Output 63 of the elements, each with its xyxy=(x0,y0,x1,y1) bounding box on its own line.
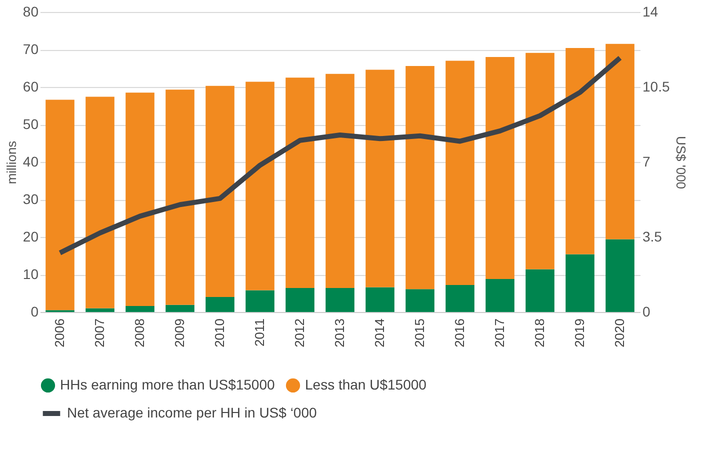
bar xyxy=(566,254,594,312)
y-tick-label: 80 xyxy=(22,4,39,20)
bar xyxy=(366,287,394,312)
legend-label: Net average income per HH in US$ ‘000 xyxy=(67,404,318,420)
bar xyxy=(126,306,154,312)
bar xyxy=(126,92,154,306)
bar xyxy=(446,285,474,312)
bar xyxy=(246,82,274,290)
x-tick-label: 2017 xyxy=(492,318,507,348)
y-tick-label: 50 xyxy=(22,116,39,132)
y2-tick-label: 0 xyxy=(642,304,650,320)
bar xyxy=(86,308,114,312)
bar xyxy=(566,48,594,254)
x-tick-label: 2013 xyxy=(332,318,347,348)
y2-axis-title: US$ '000 xyxy=(674,136,689,190)
bar xyxy=(326,288,354,312)
y-tick-label: 0 xyxy=(30,304,39,320)
bar xyxy=(406,66,434,290)
bar xyxy=(206,297,234,312)
y-tick-label: 40 xyxy=(22,154,39,170)
y-tick-label: 70 xyxy=(22,41,39,57)
bar xyxy=(606,239,634,312)
bar xyxy=(206,86,234,297)
x-tick-label: 2010 xyxy=(212,318,227,348)
y-axis-title: millions xyxy=(4,140,19,184)
y-tick-label: 20 xyxy=(22,228,39,244)
y2-tick-label: 7 xyxy=(642,154,650,170)
bar xyxy=(526,269,554,312)
bar xyxy=(286,288,314,312)
legend-label: Less than U$15000 xyxy=(305,376,427,392)
y2-tick-label: 10.5 xyxy=(642,78,670,94)
bar xyxy=(446,60,474,285)
y-tick-label: 60 xyxy=(22,78,39,94)
y-tick-label: 10 xyxy=(22,266,39,282)
bar xyxy=(326,74,354,288)
bar xyxy=(86,96,114,308)
x-tick-label: 2008 xyxy=(132,318,147,348)
x-tick-label: 2018 xyxy=(532,318,547,348)
bar xyxy=(366,70,394,288)
x-tick-label: 2020 xyxy=(612,318,627,348)
bar xyxy=(46,100,74,310)
bar xyxy=(526,52,554,270)
y2-tick-label: 14 xyxy=(642,4,658,20)
bar xyxy=(486,279,514,312)
bar xyxy=(486,57,514,279)
x-tick-label: 2007 xyxy=(92,318,107,348)
bar xyxy=(286,78,314,288)
legend-label: HHs earning more than US$15000 xyxy=(60,376,276,392)
x-tick-label: 2006 xyxy=(52,318,67,348)
x-tick-label: 2015 xyxy=(412,318,427,348)
y2-tick-label: 3.5 xyxy=(642,228,662,244)
x-tick-label: 2011 xyxy=(252,318,267,346)
x-tick-label: 2009 xyxy=(172,318,187,348)
bar xyxy=(246,290,274,312)
bar xyxy=(166,90,194,305)
bar xyxy=(406,289,434,312)
x-tick-label: 2012 xyxy=(292,318,307,348)
bar xyxy=(166,304,194,312)
bar xyxy=(606,44,634,240)
y-tick-label: 30 xyxy=(22,191,39,207)
x-tick-label: 2014 xyxy=(372,318,387,348)
x-tick-label: 2016 xyxy=(452,318,467,348)
x-tick-label: 2019 xyxy=(572,318,587,348)
